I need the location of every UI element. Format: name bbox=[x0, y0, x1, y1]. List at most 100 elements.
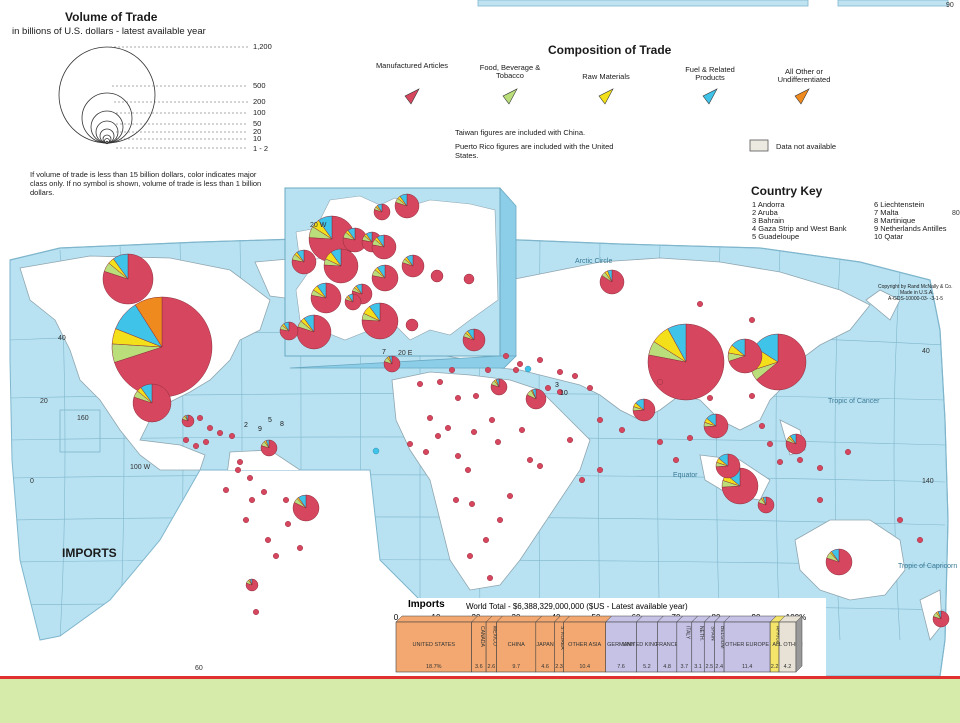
bar-segment-label: OTHER ASIA bbox=[568, 642, 601, 648]
trade-dot bbox=[465, 467, 472, 474]
taiwan-note: Taiwan figures are included with China. bbox=[455, 128, 586, 137]
pie-slice bbox=[607, 269, 613, 283]
trade-dot bbox=[445, 425, 452, 432]
map-title: IMPORTS bbox=[62, 546, 117, 560]
trade-dot bbox=[283, 497, 290, 504]
trade-dot bbox=[228, 433, 235, 440]
bar-segment bbox=[605, 621, 637, 673]
copyright-line-1: Copyright by Rand McNally & Co. bbox=[878, 284, 953, 290]
trade-dot bbox=[767, 441, 774, 448]
trade-dot bbox=[417, 381, 424, 388]
trade-dot bbox=[449, 367, 456, 374]
trade-dot bbox=[285, 521, 292, 528]
trade-dot bbox=[467, 553, 474, 560]
bar-segment-value: 4.2 bbox=[784, 664, 792, 670]
pie-slice bbox=[376, 203, 383, 213]
trade-dot bbox=[297, 545, 304, 552]
bar-segment-label: ITALY bbox=[684, 626, 690, 640]
trade-dot bbox=[497, 517, 504, 524]
right-lat-40-label: 40 bbox=[922, 348, 930, 355]
pie-slice bbox=[756, 333, 807, 391]
bar-segment-value: 7.6 bbox=[617, 664, 625, 670]
bar-segment-top bbox=[723, 615, 777, 623]
imports-chart-subtitle: World Total - $6,388,329,000,000 ($US - … bbox=[466, 602, 688, 611]
bar-segment-value: 4.6 bbox=[541, 664, 549, 670]
composition-label-manufactured: Manufactured Articles bbox=[375, 61, 449, 70]
trade-dot bbox=[196, 415, 203, 422]
bar-segment-label: UNITED STATES bbox=[412, 642, 455, 648]
trade-dot bbox=[817, 465, 824, 472]
pie-slice bbox=[296, 249, 305, 263]
equator-label: Equator bbox=[673, 472, 698, 479]
pie-slice bbox=[373, 203, 391, 221]
lon-160-label: 160 bbox=[77, 415, 89, 422]
trade-dot bbox=[192, 443, 199, 450]
country-key-item-10: 10 Qatar bbox=[874, 232, 904, 241]
pie-slice bbox=[371, 234, 397, 260]
trade-dot bbox=[261, 489, 268, 496]
pie-slice bbox=[932, 610, 950, 628]
volume-size-50: 50 bbox=[253, 119, 262, 128]
pie-slice bbox=[355, 283, 363, 295]
country-number-9: 9 bbox=[258, 426, 262, 433]
bar-segment-top bbox=[395, 615, 479, 623]
pie-slice bbox=[383, 355, 401, 373]
trade-dot bbox=[759, 423, 766, 430]
trade-dot bbox=[797, 457, 804, 464]
trade-dot bbox=[427, 415, 434, 422]
trade-dot bbox=[524, 365, 532, 373]
volume-size-20: 20 bbox=[253, 127, 262, 136]
trade-dot bbox=[537, 463, 544, 470]
country-key-item-5: 5 Guadeloupe bbox=[752, 232, 800, 241]
trade-dot bbox=[517, 361, 524, 368]
trade-dot bbox=[545, 385, 552, 392]
trade-dot bbox=[597, 417, 604, 424]
volume-size-1-2: 1 - 2 bbox=[253, 144, 269, 153]
bar-segment-value: 2.4 bbox=[715, 664, 723, 670]
trade-dot bbox=[236, 459, 243, 466]
trade-dot bbox=[687, 435, 694, 442]
puerto-rico-note: Puerto Rico figures are included with th… bbox=[455, 142, 614, 160]
no-data-swatch bbox=[749, 139, 769, 152]
trade-dot bbox=[453, 497, 460, 504]
axis-tick-label: 0 bbox=[394, 613, 399, 622]
lon-20w-label: 20 W bbox=[310, 222, 327, 229]
tropic-capricorn-label: Tropic of Capricorn bbox=[898, 563, 958, 570]
trade-dot bbox=[519, 427, 526, 434]
lat-40-label: 40 bbox=[58, 335, 66, 342]
country-key-item-1: 1 Andorra bbox=[752, 200, 785, 209]
country-number-2: 2 bbox=[244, 422, 248, 429]
trade-dot bbox=[597, 467, 604, 474]
pie-slice bbox=[369, 302, 381, 322]
bottom-band bbox=[0, 676, 960, 723]
trade-dot bbox=[246, 475, 253, 482]
pie-slice bbox=[377, 264, 386, 279]
bar-segment-value: 18.7% bbox=[426, 664, 442, 670]
bar-segment-value: 2.2 bbox=[771, 664, 779, 670]
bar-segment-value: 9.7 bbox=[512, 664, 520, 670]
pie-slice bbox=[718, 453, 729, 467]
pie-slice bbox=[344, 293, 362, 311]
pie-slice bbox=[245, 578, 259, 592]
trade-dot bbox=[222, 487, 229, 494]
bar-segment-value: 2.6 bbox=[488, 664, 496, 670]
pie-slice bbox=[762, 496, 767, 506]
bar-segment-value: 4.8 bbox=[663, 664, 671, 670]
pie-slice bbox=[667, 323, 687, 363]
trade-dot bbox=[489, 417, 496, 424]
bar-segment-label: NETH. bbox=[698, 626, 704, 641]
copyright-line-3: A-GDS-10000-03- -3-1-5 bbox=[888, 296, 944, 302]
imports-stacked-bar-chart: Imports World Total - $6,388,329,000,000… bbox=[394, 599, 806, 673]
bar-segment-label: BELGIUM bbox=[719, 626, 725, 649]
country-number-7: 7 bbox=[382, 349, 386, 356]
no-data-label: Data not available bbox=[776, 142, 837, 151]
country-number-8: 8 bbox=[280, 421, 284, 428]
pie-slice bbox=[430, 269, 444, 283]
trade-dot bbox=[557, 369, 564, 376]
bar-segment-label: SPAIN bbox=[709, 626, 715, 641]
pie-slice bbox=[757, 496, 775, 514]
bar-segment-value: 3.7 bbox=[680, 664, 688, 670]
country-key-item-4: 4 Gaza Strip and West Bank bbox=[752, 224, 847, 233]
pie-slice bbox=[789, 433, 797, 445]
composition-legend-title: Composition of Trade bbox=[548, 43, 672, 57]
